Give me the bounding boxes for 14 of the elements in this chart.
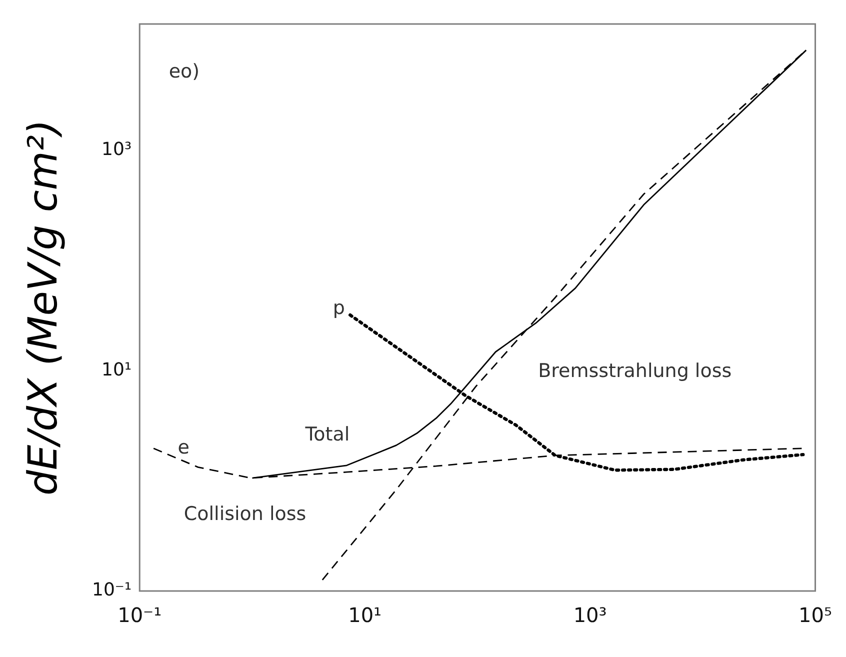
annotation: Collision loss bbox=[184, 502, 306, 525]
annotation: e bbox=[178, 436, 190, 459]
y-axis-title: dE/dX (MeV/g cm²) bbox=[20, 120, 66, 496]
annotation: p bbox=[332, 297, 345, 320]
y-tick-label: 10³ bbox=[101, 138, 132, 160]
annotation: Total bbox=[304, 424, 350, 446]
annotation: eo) bbox=[168, 60, 200, 83]
x-tick-label: 10⁻¹ bbox=[118, 603, 162, 628]
x-tick-label: 10³ bbox=[573, 603, 607, 628]
x-tick-label: 10⁵ bbox=[798, 603, 832, 628]
y-tick-label: 10¹ bbox=[101, 359, 132, 380]
annotation: Bremsstrahlung loss bbox=[538, 360, 732, 382]
y-tick-label: 10⁻¹ bbox=[92, 580, 132, 601]
x-tick-label: 10¹ bbox=[348, 603, 382, 628]
